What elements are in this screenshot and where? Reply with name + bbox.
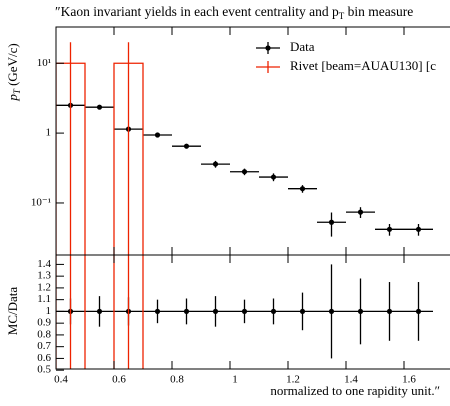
legend-marker [265, 45, 271, 51]
y-tick-label: 1.1 [37, 293, 51, 305]
title-part: T [339, 11, 345, 21]
data-point [154, 132, 161, 138]
y-tick-label: 0.8 [37, 328, 51, 340]
data-point [357, 308, 364, 315]
data-point [241, 308, 248, 315]
title-part: ″Kaon invariant yields in each event cen… [55, 4, 339, 19]
y-tick-label: 1.3 [37, 270, 51, 282]
x-tick-label: 1.6 [402, 374, 416, 386]
data-point [96, 308, 103, 315]
data-point [328, 308, 335, 315]
data-point [212, 161, 219, 167]
y-tick-label: 0.9 [37, 317, 51, 329]
data-point [415, 308, 422, 315]
x-tick-label: 1.2 [286, 374, 300, 386]
data-point [299, 186, 306, 192]
data-point [386, 226, 393, 232]
data-point [212, 308, 219, 315]
chart-title: ″Kaon invariant yields in each event cen… [55, 4, 413, 21]
data-point [328, 219, 335, 225]
y-tick-label: 1 [46, 127, 52, 139]
ratio-plot [56, 255, 433, 369]
frame [55, 254, 450, 370]
x-tick-label: 0.6 [112, 374, 126, 386]
legend-label: Data [290, 39, 315, 54]
x-tick-label: 0.4 [54, 374, 68, 386]
legend-label: Rivet [beam=AUAU130] [c [290, 58, 436, 73]
x-tick-label: 1.4 [344, 374, 358, 386]
top-plot [56, 42, 433, 255]
x-tick-label: 0.8 [170, 374, 184, 386]
x-axis-label: normalized to one rapidity unit.″ [270, 383, 440, 398]
y-axis-label: pT (GeV/c) [5, 43, 22, 101]
data-point [183, 308, 190, 315]
data-point [241, 169, 248, 175]
label-part: p [5, 94, 20, 102]
data-point [415, 226, 422, 232]
label-part: (GeV/c) [5, 43, 20, 89]
label-part: T [12, 88, 22, 94]
ratio-y-label: MC/Data [5, 287, 20, 336]
data-point [154, 308, 161, 315]
title-part: bin measure [344, 4, 413, 19]
y-tick-label: 1.4 [37, 258, 51, 270]
y-tick-label: 0.7 [37, 340, 51, 352]
data-point [183, 143, 190, 149]
x-tick-label: 1 [232, 374, 238, 386]
y-tick-label: 0.5 [37, 364, 51, 376]
data-point [299, 308, 306, 315]
data-point [357, 209, 364, 215]
data-point [386, 308, 393, 315]
data-point [270, 308, 277, 315]
y-tick-label: 10¹ [37, 57, 51, 69]
y-tick-label: 10⁻¹ [31, 196, 51, 208]
data-point [270, 174, 277, 180]
y-tick-label: 1.2 [37, 281, 51, 293]
y-tick-label: 1 [46, 305, 52, 317]
y-tick-label: 0.6 [37, 352, 51, 364]
data-point [96, 104, 103, 110]
